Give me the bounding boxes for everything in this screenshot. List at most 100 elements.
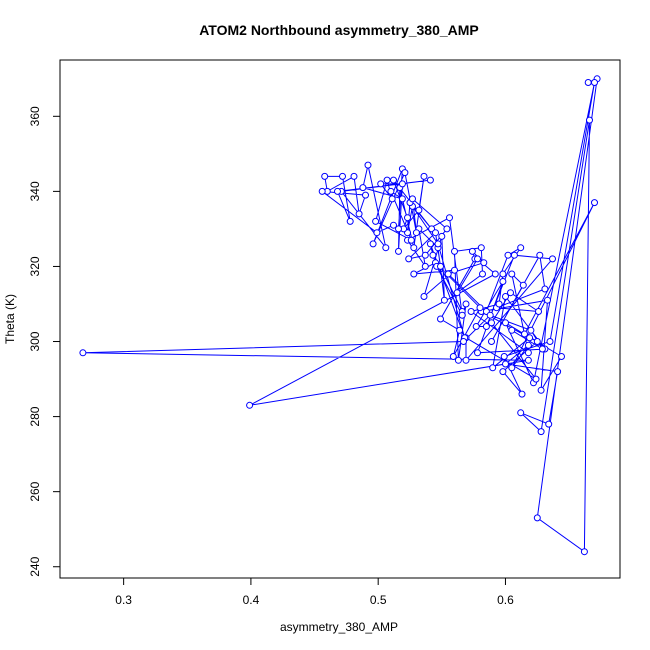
data-point [524,349,532,357]
data-point [438,232,446,240]
data-point [535,308,542,315]
data-point [486,311,494,319]
data-point [246,401,254,409]
data-point [437,315,444,323]
y-tick-label: 360 [28,106,42,126]
data-point [382,244,390,252]
data-point [446,214,453,222]
data-point [362,191,369,199]
y-tick-label: 240 [28,556,42,576]
data-point [495,300,503,308]
data-point [373,229,381,237]
data-point [420,293,428,300]
data-point [458,311,466,319]
data-point [545,420,553,428]
data-point [426,176,434,184]
data-point [321,172,329,180]
x-axis-label: asymmetry_380_AMP [280,620,398,634]
data-point [409,195,416,203]
data-point [502,293,509,300]
data-point [526,334,534,342]
data-point [541,285,549,293]
data-point [472,323,480,330]
data-point [489,364,497,372]
data-point [549,255,556,263]
y-tick-label: 260 [28,481,42,501]
data-point [517,409,525,417]
data-point [451,247,458,255]
data-point [462,356,470,364]
data-point [410,270,418,278]
data-point [508,364,516,372]
data-point [359,184,367,192]
data-point [346,217,354,225]
data-point [443,225,451,233]
data-point [454,356,462,364]
data-point [537,428,545,436]
data-point [350,172,358,180]
data-point [467,308,475,315]
data-point [533,514,541,522]
y-tick-label: 340 [28,181,42,201]
data-point [79,349,87,357]
data-point [584,79,592,86]
data-point [456,326,464,334]
y-tick-label: 300 [28,331,42,351]
data-point [491,270,499,278]
data-point [318,187,326,195]
data-point [488,338,495,345]
data-point [369,240,377,248]
data-point [383,176,391,184]
data-point [449,353,457,360]
data-point [546,338,554,345]
data-point [517,244,525,252]
data-point [508,326,516,334]
data-point [372,217,380,225]
data-point [460,338,467,345]
data-point [377,180,385,188]
data-point [591,79,598,86]
data-point [479,270,486,278]
y-tick-label: 280 [28,406,42,426]
data-point [521,330,528,338]
data-point [488,319,495,327]
data-point [532,375,540,383]
data-point [444,270,452,278]
data-point [502,319,509,327]
data-point [536,251,544,259]
data-point [388,195,396,203]
data-point [398,195,406,203]
series-line [82,78,598,553]
data-point [519,281,527,289]
y-tick-label: 320 [28,256,42,276]
data-point [339,172,346,180]
data-point [499,368,507,376]
data-point [390,221,397,229]
data-point [586,116,593,124]
data-series [79,75,601,556]
data-point [432,229,439,237]
data-point [415,206,423,214]
data-point [434,240,442,248]
data-point [412,229,420,237]
data-point [437,262,444,270]
data-point [508,270,516,278]
data-point [538,345,546,353]
data-point [421,262,429,270]
data-point [524,356,532,364]
data-point [499,278,507,285]
data-point [477,244,485,252]
data-point [480,259,488,267]
y-axis: 240 260 280 300 320 340 360 [28,106,61,577]
x-axis: 0.3 0.4 0.5 0.6 [115,577,514,607]
data-point [401,169,409,177]
data-point [499,270,507,278]
data-point [476,304,484,312]
data-point [533,338,541,345]
data-point [554,368,562,376]
data-point [407,236,415,244]
data-point [410,244,418,252]
data-point [468,247,476,255]
data-point [429,251,437,259]
